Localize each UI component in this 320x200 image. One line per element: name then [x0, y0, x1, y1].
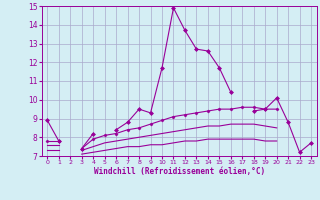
- X-axis label: Windchill (Refroidissement éolien,°C): Windchill (Refroidissement éolien,°C): [94, 167, 265, 176]
